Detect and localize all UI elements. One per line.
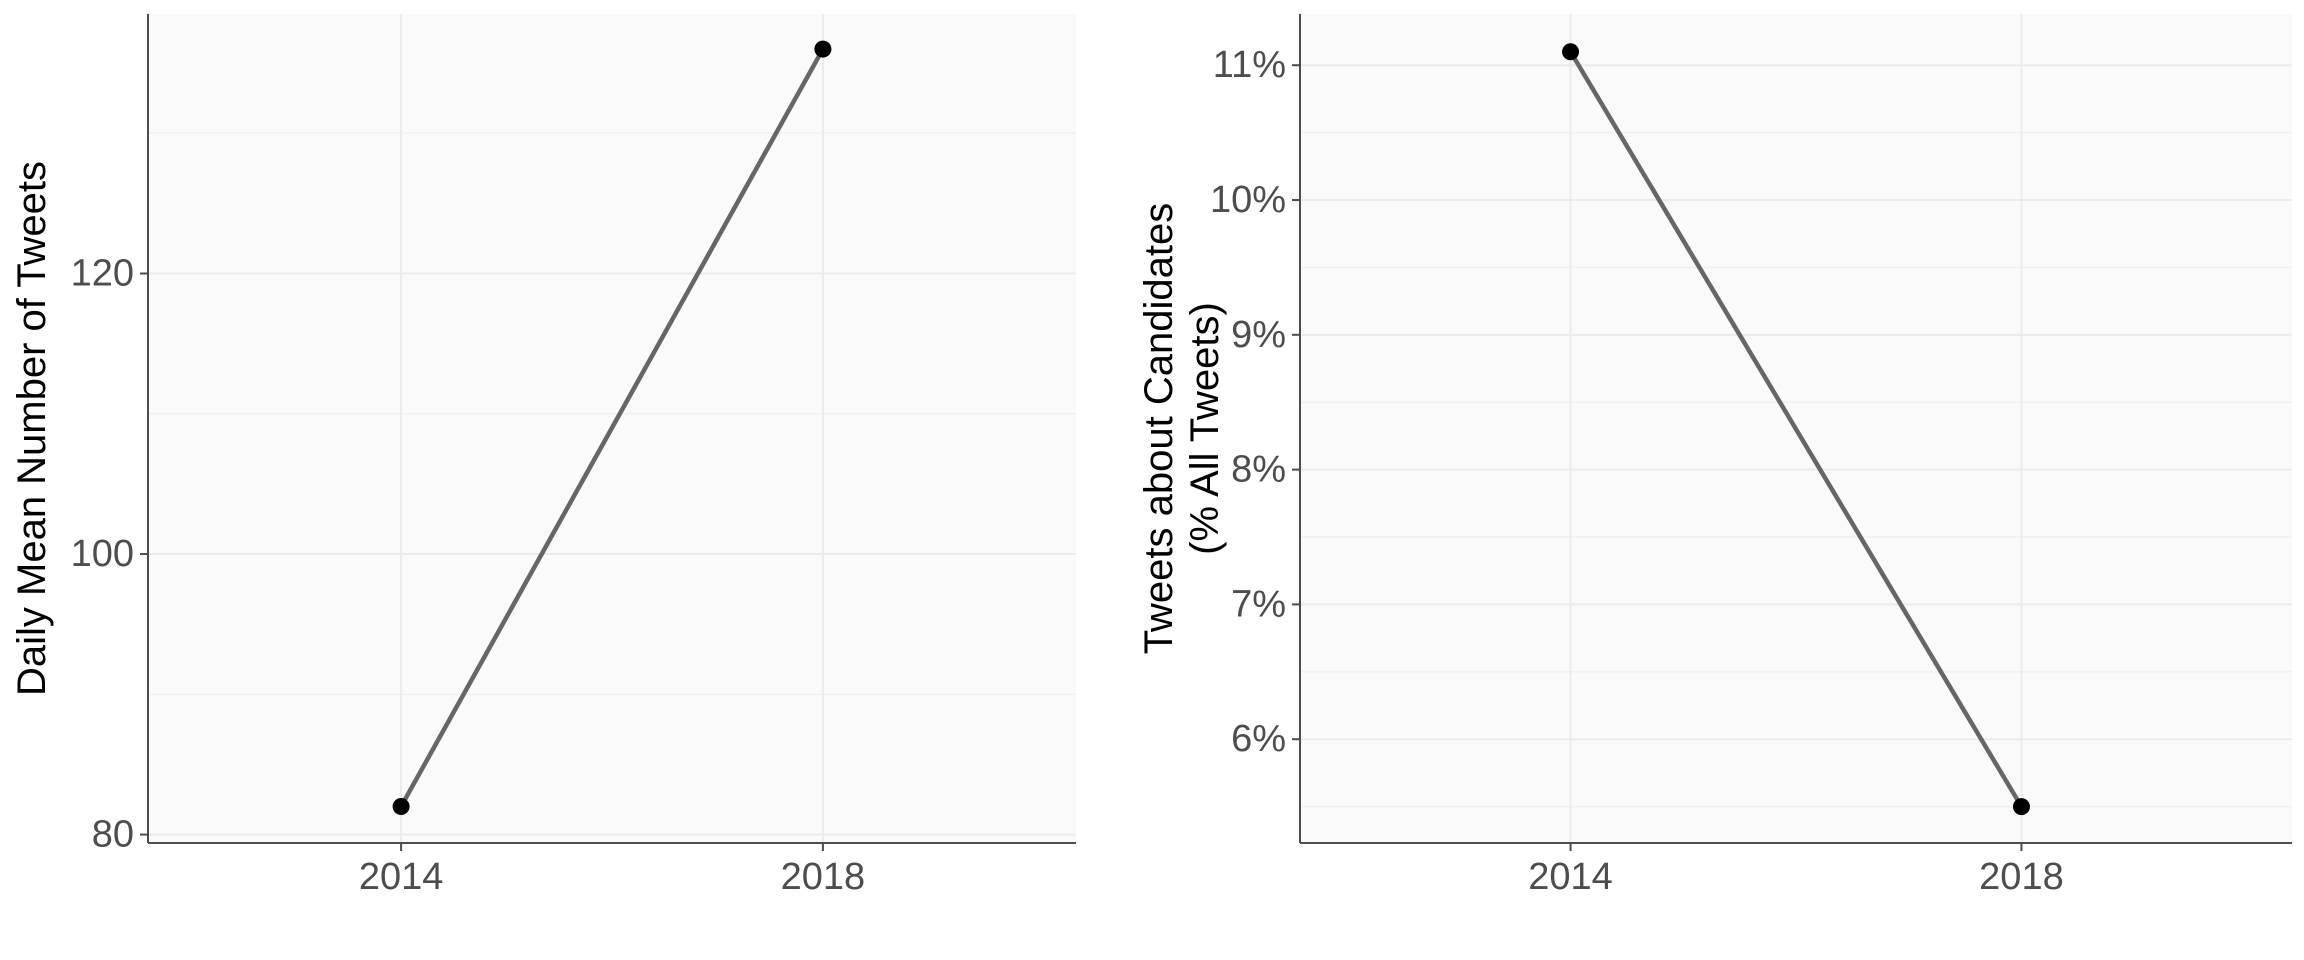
right-chart: 6% 7% 8% 9% 10% 11% 2014 2018 Tweets about Candi…	[1137, 14, 2292, 898]
left-chart-panel: 80 100 120 2014 2018 Daily Mean Number of Twe…	[0, 0, 1088, 960]
x-tick-label: 2018	[1979, 856, 2064, 898]
y-tick-label: 80	[92, 814, 134, 856]
y-tick-label: 8%	[1231, 449, 1286, 491]
y-axis-title-line: Tweets about Candidates	[1137, 203, 1181, 654]
y-tick-label: 10%	[1210, 179, 1286, 221]
y-tick-label: 120	[71, 253, 134, 295]
y-axis-title: Daily Mean Number of Tweets	[10, 161, 54, 696]
y-tick-label: 11%	[1213, 44, 1286, 86]
y-tick-label: 9%	[1231, 314, 1286, 356]
series-line	[399, 47, 825, 808]
right-chart-panel: 6% 7% 8% 9% 10% 11% 2014 2018 Tweets about Candi…	[1092, 0, 2304, 960]
data-point-2014	[1562, 43, 1580, 61]
series-line	[1568, 50, 2024, 808]
x-tick-label: 2018	[781, 856, 866, 898]
y-axis-title-line: Daily Mean Number of Tweets	[10, 161, 54, 696]
x-tick-label: 2014	[359, 856, 444, 898]
y-axis-title-line: (% All Tweets)	[1183, 302, 1227, 555]
y-tick-label: 7%	[1231, 583, 1286, 625]
y-axis-title: Tweets about Candidates (% All Tweets)	[1137, 203, 1227, 654]
y-tick-label: 6%	[1231, 718, 1286, 760]
data-point-2018	[814, 40, 832, 58]
data-point-2018	[2012, 798, 2030, 816]
x-tick-label: 2014	[1528, 856, 1613, 898]
y-tick-label: 100	[71, 533, 134, 575]
left-chart: 80 100 120 2014 2018 Daily Mean Number of Twe…	[10, 14, 1076, 898]
data-point-2014	[392, 798, 410, 816]
